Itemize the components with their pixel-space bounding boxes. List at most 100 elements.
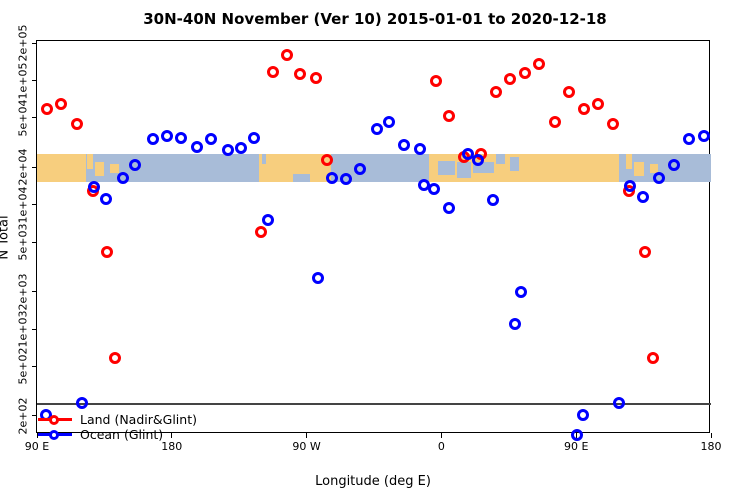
y-tick bbox=[32, 365, 37, 367]
data-point-land bbox=[578, 102, 591, 115]
y-tick-label: 1e+03 bbox=[16, 310, 30, 348]
sea-patch bbox=[472, 162, 494, 174]
data-point-land bbox=[519, 66, 532, 79]
y-axis-label: N Total bbox=[0, 215, 12, 259]
data-point-ocean bbox=[160, 129, 173, 142]
x-tick-label: 180 bbox=[700, 440, 722, 453]
plot-area: 90 E 180 90 W 0 90 E 180 2e+02 5e+02 1e+03 2e+03 5… bbox=[17, 25, 722, 453]
land-series-marker-icon bbox=[38, 414, 72, 425]
x-tick-label: 0 bbox=[437, 440, 445, 453]
data-point-land bbox=[108, 352, 121, 365]
x-tick-label: 180 bbox=[161, 440, 183, 453]
land-segment bbox=[94, 162, 105, 177]
data-point-ocean bbox=[339, 173, 352, 186]
data-point-ocean bbox=[577, 408, 590, 421]
x-tick bbox=[710, 433, 712, 438]
y-tick-label: 2e+04 bbox=[16, 148, 30, 186]
data-point-ocean bbox=[653, 171, 666, 184]
data-point-ocean bbox=[623, 180, 636, 193]
data-point-ocean bbox=[509, 317, 522, 330]
data-point-ocean bbox=[312, 271, 325, 284]
land-segment bbox=[87, 153, 93, 170]
ocean-series-marker-icon bbox=[38, 429, 72, 440]
data-point-ocean bbox=[204, 132, 217, 145]
data-point-ocean bbox=[472, 153, 485, 166]
data-point-ocean bbox=[613, 396, 626, 409]
x-tick bbox=[36, 433, 38, 438]
data-point-land bbox=[503, 73, 516, 86]
data-point-land bbox=[430, 75, 443, 88]
data-point-land bbox=[533, 58, 546, 71]
data-point-ocean bbox=[146, 132, 159, 145]
y-tick-label: 2e+03 bbox=[16, 273, 30, 311]
data-point-ocean bbox=[428, 183, 441, 196]
data-point-ocean bbox=[174, 132, 187, 145]
data-point-ocean bbox=[414, 143, 427, 156]
y-tick-label: 5e+02 bbox=[16, 347, 30, 385]
data-point-ocean bbox=[443, 202, 456, 215]
data-point-ocean bbox=[571, 429, 584, 442]
x-tick-label: 90 E bbox=[563, 440, 589, 453]
sea-patch bbox=[457, 162, 471, 178]
data-point-ocean bbox=[354, 163, 367, 176]
data-point-ocean bbox=[417, 179, 430, 192]
y-tick bbox=[32, 328, 37, 330]
sea-patch bbox=[438, 160, 455, 175]
data-point-ocean bbox=[247, 131, 260, 144]
data-point-ocean bbox=[515, 286, 528, 299]
y-tick bbox=[32, 241, 37, 243]
data-point-land bbox=[309, 71, 322, 84]
land-segment bbox=[110, 163, 119, 174]
x-tick bbox=[306, 433, 308, 438]
data-point-land bbox=[592, 97, 605, 110]
land-segment bbox=[649, 163, 658, 174]
data-point-ocean bbox=[461, 148, 474, 161]
x-tick-label: 90 W bbox=[292, 440, 321, 453]
data-point-land bbox=[489, 85, 502, 98]
sea-patch bbox=[293, 173, 310, 182]
legend-label-ocean: Ocean (Glint) bbox=[80, 427, 164, 442]
data-point-ocean bbox=[397, 138, 410, 151]
sea-patch bbox=[261, 153, 267, 164]
land-segment bbox=[626, 153, 632, 170]
data-point-land bbox=[267, 65, 280, 78]
data-point-land bbox=[280, 49, 293, 62]
data-point-land bbox=[549, 115, 562, 128]
y-tick bbox=[32, 42, 37, 44]
data-point-ocean bbox=[129, 159, 142, 172]
data-point-ocean bbox=[235, 142, 248, 155]
data-point-ocean bbox=[88, 181, 101, 193]
data-point-land bbox=[70, 117, 83, 130]
data-point-land bbox=[607, 117, 620, 130]
data-point-ocean bbox=[221, 143, 234, 156]
data-point-land bbox=[255, 226, 268, 239]
data-point-ocean bbox=[99, 192, 112, 205]
chart-title: 30N-40N November (Ver 10) 2015-01-01 to … bbox=[143, 10, 607, 28]
x-axis-label: Longitude (deg E) bbox=[315, 474, 431, 489]
data-point-ocean bbox=[116, 171, 129, 184]
legend-label-land: Land (Nadir&Glint) bbox=[80, 412, 197, 427]
y-tick bbox=[32, 80, 37, 82]
y-tick bbox=[32, 415, 37, 417]
sea-patch bbox=[496, 153, 506, 164]
data-point-land bbox=[320, 154, 333, 167]
data-point-land bbox=[443, 109, 456, 122]
y-tick-label: 5e+04 bbox=[16, 99, 30, 137]
y-tick-label: 2e+02 bbox=[16, 397, 30, 435]
sea-patch bbox=[510, 156, 520, 171]
y-tick-label: 5e+03 bbox=[16, 223, 30, 261]
legend-item-land: Land (Nadir&Glint) bbox=[38, 412, 197, 427]
land-segment bbox=[633, 162, 644, 177]
x-tick bbox=[440, 433, 442, 438]
data-point-land bbox=[647, 352, 660, 365]
data-point-ocean bbox=[261, 213, 274, 226]
data-point-land bbox=[294, 67, 307, 80]
y-tick bbox=[32, 117, 37, 119]
legend: Land (Nadir&Glint) Ocean (Glint) bbox=[38, 412, 197, 442]
data-point-land bbox=[54, 97, 67, 110]
data-point-ocean bbox=[370, 122, 383, 135]
x-tick bbox=[171, 433, 173, 438]
data-point-ocean bbox=[698, 130, 711, 143]
y-tick bbox=[32, 204, 37, 206]
